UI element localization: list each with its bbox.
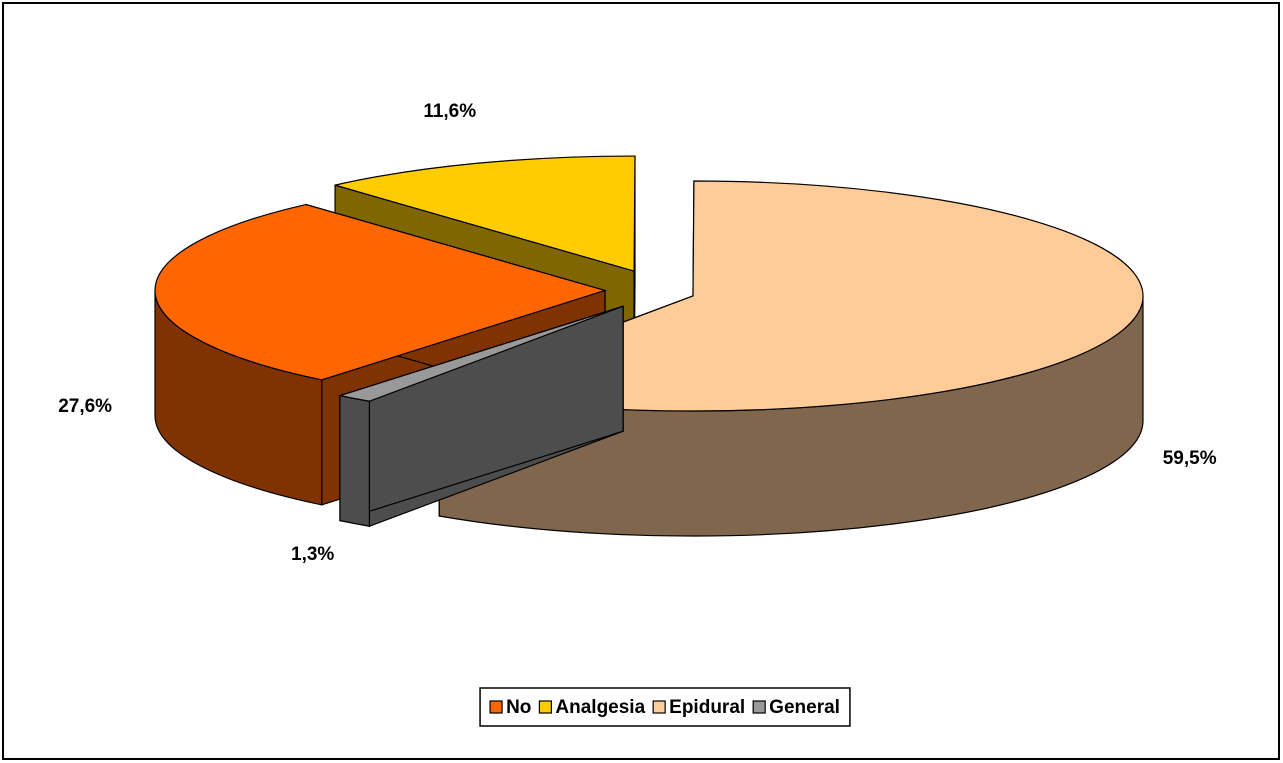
legend-label: Analgesia [555,697,645,718]
legend-label: No [506,697,531,718]
legend-swatch [489,700,503,714]
slice [334,155,636,272]
legend: No Analgesia Epidural General [479,687,851,727]
data-label: 11,6% [423,101,476,122]
legend-swatch [652,700,666,714]
data-label: 59,5% [1163,448,1217,469]
slice [337,305,624,402]
legend-label: General [769,697,840,718]
data-label: 27,6% [58,396,112,417]
slice [154,203,608,381]
pie: 11,6% 27,6% 59,5% 1,3% [58,101,1217,565]
legend-label: Epidural [669,697,745,718]
slice-side [339,394,371,527]
data-label: 1,3% [291,544,334,565]
legend-swatch [752,700,766,714]
legend-swatch [538,700,552,714]
